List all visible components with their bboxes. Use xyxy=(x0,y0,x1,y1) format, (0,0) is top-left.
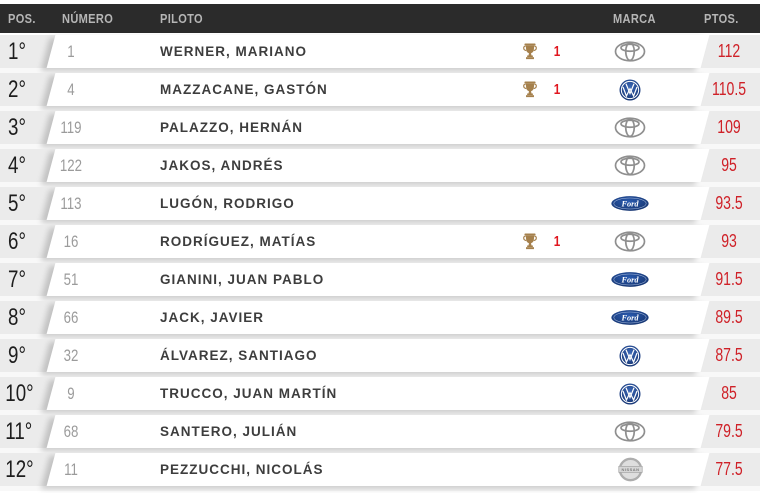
position-cell: 12° xyxy=(5,456,34,483)
car-number-cell: 16 xyxy=(63,232,79,251)
driver-name-cell: ÁLVAREZ, SANTIAGO xyxy=(160,348,318,363)
standings-list: 1° 1 WERNER, MARIANO 1 112 2° 4 MAZZACAN… xyxy=(0,35,760,491)
car-number-cell: 122 xyxy=(59,156,83,175)
svg-text:Ford: Ford xyxy=(620,313,639,322)
svg-text:NISSAN: NISSAN xyxy=(621,467,639,472)
position-cell: 1° xyxy=(8,38,26,65)
wins-count xyxy=(549,263,565,296)
driver-name-cell: JAKOS, ANDRÉS xyxy=(160,158,284,173)
points-cell: 93 xyxy=(721,231,737,251)
wins-count xyxy=(549,301,565,334)
ford-logo: Ford xyxy=(600,301,660,334)
wins-count xyxy=(549,377,565,410)
position-cell: 9° xyxy=(8,342,26,369)
driver-name-cell: PEZZUCCHI, NICOLÁS xyxy=(160,462,324,477)
standings-row[interactable]: 3° 119 PALAZZO, HERNÁN 109 xyxy=(0,111,760,149)
car-number-cell: 68 xyxy=(63,422,79,441)
volkswagen-logo xyxy=(600,73,660,106)
driver-name-cell: SANTERO, JULIÁN xyxy=(160,424,298,439)
car-number-cell: 66 xyxy=(63,308,79,327)
standings-row[interactable]: 5° 113 LUGÓN, RODRIGO Ford 93.5 xyxy=(0,187,760,225)
nissan-logo: NISSAN xyxy=(600,453,660,486)
driver-name-cell: TRUCCO, JUAN MARTÍN xyxy=(160,386,338,401)
column-header-pos: POS. xyxy=(8,11,36,26)
wins-count xyxy=(549,339,565,372)
volkswagen-logo xyxy=(600,377,660,410)
volkswagen-logo xyxy=(600,339,660,372)
driver-name-cell: RODRÍGUEZ, MATÍAS xyxy=(160,234,317,249)
column-header-marca: MARCA xyxy=(613,11,656,26)
toyota-logo xyxy=(600,415,660,448)
position-cell: 8° xyxy=(8,304,26,331)
column-header-piloto: PILOTO xyxy=(160,11,203,26)
car-number-cell: 11 xyxy=(64,460,78,479)
wins-count xyxy=(549,149,565,182)
ford-logo: Ford xyxy=(600,263,660,296)
standings-row[interactable]: 7° 51 GIANINI, JUAN PABLO Ford 91.5 xyxy=(0,263,760,301)
points-cell: 95 xyxy=(721,155,737,175)
toyota-logo xyxy=(600,35,660,68)
position-cell: 10° xyxy=(5,380,34,407)
car-number-cell: 113 xyxy=(60,194,82,213)
driver-name-cell: WERNER, MARIANO xyxy=(160,44,307,59)
column-header-ptos: PTOS. xyxy=(704,11,739,26)
toyota-logo xyxy=(600,225,660,258)
svg-text:Ford: Ford xyxy=(620,275,639,284)
trophy-icon xyxy=(521,42,541,62)
toyota-logo xyxy=(600,149,660,182)
points-cell: 110.5 xyxy=(711,79,747,99)
driver-name-cell: LUGÓN, RODRIGO xyxy=(160,196,295,211)
trophy-icon xyxy=(521,232,541,252)
standings-row[interactable]: 10° 9 TRUCCO, JUAN MARTÍN 85 xyxy=(0,377,760,415)
car-number-cell: 51 xyxy=(63,270,79,289)
wins-count: 1 xyxy=(553,233,561,250)
position-cell: 5° xyxy=(8,190,26,217)
standings-row[interactable]: 11° 68 SANTERO, JULIÁN 79.5 xyxy=(0,415,760,453)
position-cell: 3° xyxy=(8,114,26,141)
standings-row[interactable]: 8° 66 JACK, JAVIER Ford 89.5 xyxy=(0,301,760,339)
column-header-numero: NÚMERO xyxy=(62,11,114,26)
points-cell: 89.5 xyxy=(715,307,743,327)
ford-logo: Ford xyxy=(600,187,660,220)
car-number-cell: 32 xyxy=(63,346,79,365)
wins-count xyxy=(549,187,565,220)
toyota-logo xyxy=(600,111,660,144)
wins-count: 1 xyxy=(553,81,561,98)
points-cell: 77.5 xyxy=(715,459,743,479)
points-cell: 87.5 xyxy=(715,345,743,365)
car-number-cell: 1 xyxy=(67,42,75,61)
points-cell: 85 xyxy=(721,383,737,403)
wins-count xyxy=(549,453,565,486)
points-cell: 109 xyxy=(717,117,741,137)
car-number-cell: 119 xyxy=(60,118,82,137)
position-cell: 7° xyxy=(8,266,26,293)
points-cell: 112 xyxy=(717,41,741,61)
points-cell: 79.5 xyxy=(715,421,743,441)
position-cell: 2° xyxy=(8,76,26,103)
standings-row[interactable]: 2° 4 MAZZACANE, GASTÓN 1 110.5 xyxy=(0,73,760,111)
standings-row[interactable]: 4° 122 JAKOS, ANDRÉS 95 xyxy=(0,149,760,187)
wins-count: 1 xyxy=(553,43,561,60)
table-header: POS. NÚMERO PILOTO MARCA PTOS. xyxy=(0,4,760,33)
points-cell: 91.5 xyxy=(715,269,743,289)
driver-name-cell: GIANINI, JUAN PABLO xyxy=(160,272,325,287)
wins-count xyxy=(549,111,565,144)
standings-row[interactable]: 1° 1 WERNER, MARIANO 1 112 xyxy=(0,35,760,73)
car-number-cell: 4 xyxy=(67,80,75,99)
driver-name-cell: JACK, JAVIER xyxy=(160,310,265,325)
position-cell: 6° xyxy=(8,228,26,255)
svg-text:Ford: Ford xyxy=(620,199,639,208)
driver-name-cell: MAZZACANE, GASTÓN xyxy=(160,82,328,97)
standings-row[interactable]: 12° 11 PEZZUCCHI, NICOLÁS NISSAN 77.5 xyxy=(0,453,760,491)
wins-count xyxy=(549,415,565,448)
position-cell: 11° xyxy=(5,418,33,445)
position-cell: 4° xyxy=(8,152,26,179)
standings-row[interactable]: 9° 32 ÁLVAREZ, SANTIAGO 87.5 xyxy=(0,339,760,377)
standings-row[interactable]: 6° 16 RODRÍGUEZ, MATÍAS 1 93 xyxy=(0,225,760,263)
trophy-icon xyxy=(521,80,541,100)
points-cell: 93.5 xyxy=(715,193,743,213)
car-number-cell: 9 xyxy=(67,384,75,403)
driver-name-cell: PALAZZO, HERNÁN xyxy=(160,120,303,135)
